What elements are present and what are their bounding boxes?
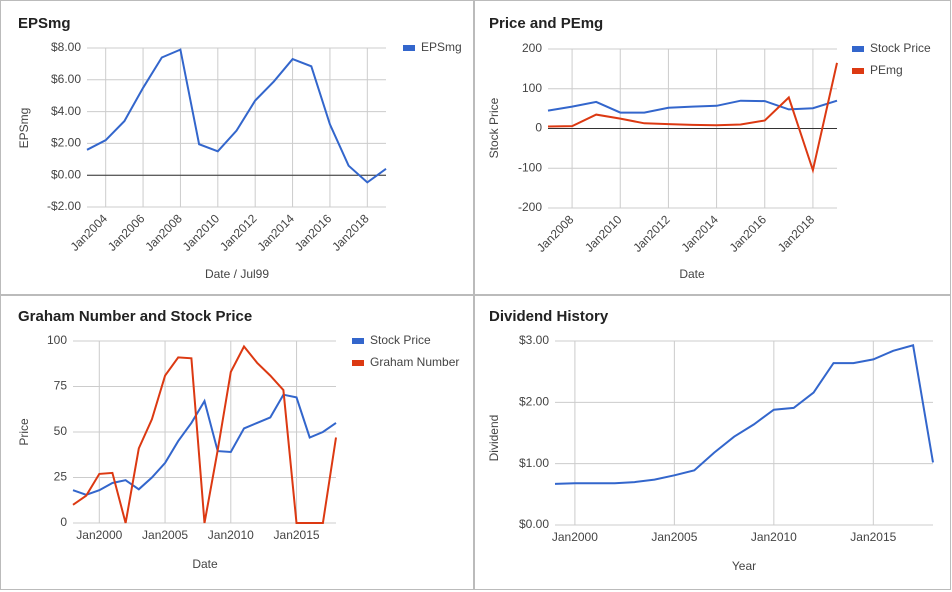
y-tick-label: -200	[518, 200, 542, 214]
legend-swatch	[852, 68, 864, 74]
y-tick-label: $6.00	[51, 72, 81, 86]
y-tick-label: 200	[522, 41, 542, 55]
y-tick-label: 50	[54, 424, 68, 438]
series-line	[547, 62, 838, 174]
panel-border	[0, 295, 474, 590]
series-line	[72, 344, 337, 524]
series-line	[86, 48, 387, 184]
legend-swatch	[352, 360, 364, 366]
y-tick-label: $3.00	[519, 333, 549, 347]
y-axis-title: Stock Price	[487, 97, 501, 158]
x-tick-label: Jan2012	[217, 211, 260, 254]
x-tick-label: Jan2018	[775, 212, 818, 255]
y-tick-label: 100	[47, 333, 67, 347]
x-tick-label: Jan2015	[274, 528, 320, 542]
y-tick-label: 75	[54, 379, 68, 393]
x-tick-label: Jan2006	[105, 211, 148, 254]
x-tick-label: Jan2014	[678, 212, 721, 255]
x-tick-label: Jan2008	[534, 212, 577, 255]
chart-title: EPSmg	[18, 15, 71, 32]
legend-label: Stock Price	[370, 333, 431, 347]
y-axis-title: EPSmg	[17, 108, 31, 149]
x-tick-label: Jan2015	[850, 530, 896, 544]
x-tick-label: Jan2005	[651, 530, 697, 544]
y-tick-label: -$2.00	[47, 199, 81, 213]
series-line	[554, 344, 934, 485]
x-axis-title: Date	[192, 557, 218, 571]
x-tick-label: Jan2000	[76, 528, 122, 542]
x-tick-label: Jan2004	[68, 211, 111, 254]
x-axis-title: Year	[732, 559, 756, 573]
x-tick-label: Jan2014	[254, 211, 297, 254]
panel-border	[474, 295, 951, 590]
y-tick-label: $0.00	[519, 517, 549, 531]
panel-border	[0, 0, 474, 295]
series-line	[72, 393, 337, 496]
y-tick-label: -100	[518, 160, 542, 174]
y-tick-label: $2.00	[51, 136, 81, 150]
x-tick-label: Jan2005	[142, 528, 188, 542]
legend-label: PEmg	[870, 63, 903, 77]
panel-border	[474, 0, 951, 295]
x-tick-label: Jan2010	[180, 211, 223, 254]
y-tick-label: 0	[535, 121, 542, 135]
legend-swatch	[852, 46, 864, 52]
legend-label: EPSmg	[421, 40, 462, 54]
chart-title: Dividend History	[489, 308, 609, 325]
legend-swatch	[403, 45, 415, 51]
x-axis-title: Date / Jul99	[205, 267, 269, 281]
x-tick-label: Jan2008	[142, 211, 185, 254]
y-tick-label: 100	[522, 81, 542, 95]
x-tick-label: Jan2010	[751, 530, 797, 544]
x-axis-title: Date	[679, 267, 705, 281]
y-tick-label: 25	[54, 470, 68, 484]
y-tick-label: 0	[60, 515, 67, 529]
legend-label: Graham Number	[370, 355, 459, 369]
x-tick-label: Jan2000	[552, 530, 598, 544]
legend-label: Stock Price	[870, 41, 931, 55]
x-tick-label: Jan2018	[329, 211, 372, 254]
x-tick-label: Jan2010	[582, 212, 625, 255]
chart-title: Price and PEmg	[489, 15, 603, 32]
y-tick-label: $1.00	[519, 456, 549, 470]
y-axis-title: Price	[17, 418, 31, 446]
x-tick-label: Jan2012	[630, 212, 673, 255]
y-tick-label: $4.00	[51, 104, 81, 118]
series-line	[547, 99, 838, 114]
y-tick-label: $0.00	[51, 167, 81, 181]
chart-title: Graham Number and Stock Price	[18, 308, 252, 325]
y-axis-title: Dividend	[487, 415, 501, 462]
x-tick-label: Jan2010	[208, 528, 254, 542]
x-tick-label: Jan2016	[727, 212, 770, 255]
legend-swatch	[352, 338, 364, 344]
y-tick-label: $8.00	[51, 40, 81, 54]
x-tick-label: Jan2016	[292, 211, 335, 254]
y-tick-label: $2.00	[519, 395, 549, 409]
